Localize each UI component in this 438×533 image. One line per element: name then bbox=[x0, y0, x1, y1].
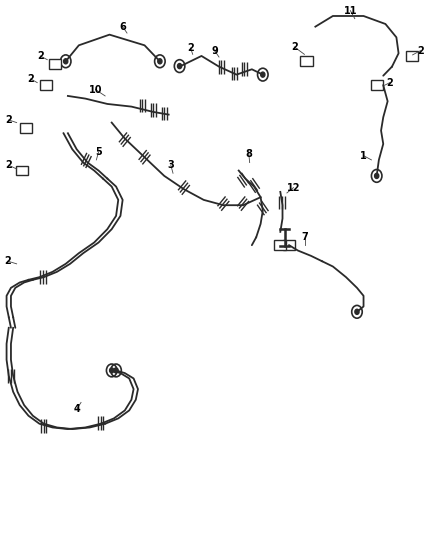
Bar bbox=[300, 56, 313, 66]
Bar bbox=[16, 166, 28, 175]
Text: 12: 12 bbox=[287, 183, 300, 192]
Text: 9: 9 bbox=[211, 46, 218, 55]
Text: 2: 2 bbox=[27, 74, 34, 84]
Text: 1: 1 bbox=[360, 151, 367, 160]
Circle shape bbox=[261, 72, 265, 77]
Circle shape bbox=[64, 59, 68, 64]
Text: 11: 11 bbox=[344, 6, 357, 15]
Text: 2: 2 bbox=[386, 78, 393, 87]
Bar bbox=[40, 80, 52, 90]
Text: 2: 2 bbox=[5, 160, 12, 170]
Bar bbox=[49, 59, 61, 69]
Circle shape bbox=[114, 368, 118, 373]
Text: 2: 2 bbox=[4, 256, 11, 266]
Text: 5: 5 bbox=[95, 147, 102, 157]
Circle shape bbox=[355, 309, 359, 314]
Bar bbox=[274, 240, 286, 250]
Text: 6: 6 bbox=[119, 22, 126, 31]
Bar bbox=[371, 80, 383, 90]
Text: 4: 4 bbox=[73, 405, 80, 414]
Circle shape bbox=[374, 173, 379, 179]
Text: 2: 2 bbox=[5, 115, 12, 125]
Bar bbox=[20, 123, 32, 133]
Text: 2: 2 bbox=[37, 51, 44, 61]
Circle shape bbox=[177, 63, 182, 69]
Text: 2: 2 bbox=[187, 43, 194, 53]
Bar bbox=[283, 240, 295, 250]
Text: 7: 7 bbox=[301, 232, 308, 242]
Circle shape bbox=[158, 59, 162, 64]
Text: 2: 2 bbox=[291, 42, 298, 52]
Text: 2: 2 bbox=[417, 46, 424, 55]
Circle shape bbox=[110, 368, 114, 373]
Text: 10: 10 bbox=[89, 85, 102, 94]
Text: 8: 8 bbox=[245, 149, 252, 158]
Bar bbox=[406, 51, 418, 61]
Text: 3: 3 bbox=[167, 160, 174, 170]
